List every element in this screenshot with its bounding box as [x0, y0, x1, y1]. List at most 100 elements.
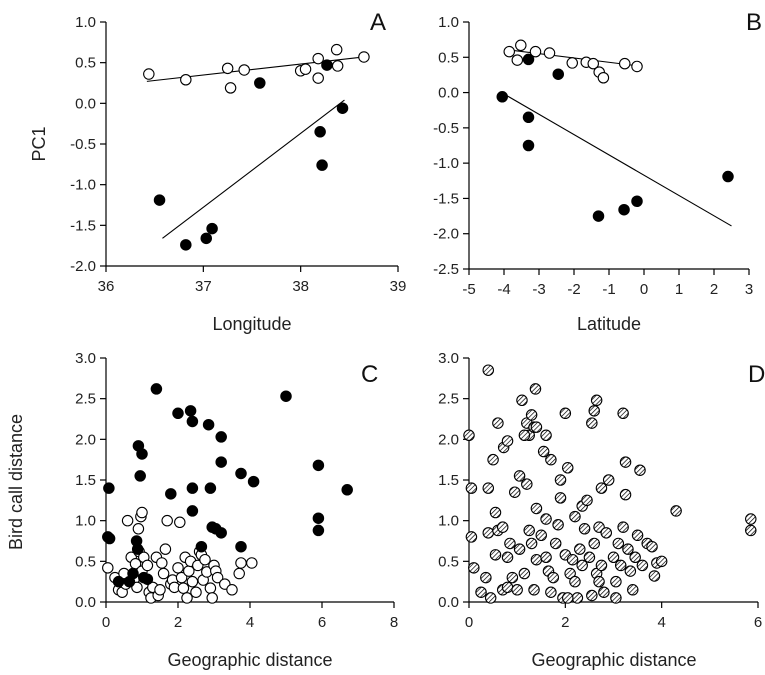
panel-d-point-hatched — [530, 553, 543, 566]
panel-c-y-tick-label: 0.5 — [75, 553, 96, 570]
panel-c-point-filled — [195, 540, 208, 553]
panel-d-point-hatched — [569, 510, 581, 523]
panel-c-x-axis-title: Geographic distance — [167, 650, 332, 670]
panel-c: C Bird call distance Geographic distance… — [6, 350, 398, 670]
panel-b-point-open — [529, 45, 542, 58]
panel-a-point-filled — [321, 59, 333, 71]
panel-d-point-hatched — [595, 482, 608, 494]
panel-c-point-filled — [112, 575, 125, 588]
panel-d-point-hatched — [646, 540, 658, 553]
panel-b-point-open — [511, 54, 524, 66]
panel-c-point-filled — [103, 482, 115, 494]
panel-c-point-filled — [341, 484, 353, 496]
panel-c-x-tick-label: 0 — [102, 614, 110, 631]
panel-d-point-hatched — [535, 529, 547, 542]
panel-d-point-hatched — [480, 571, 492, 584]
panel-d-point-hatched — [569, 575, 581, 588]
panel-b-x-tick-label: 2 — [710, 281, 718, 298]
panel-d-point-hatched — [559, 407, 572, 420]
panel-d-point-hatched — [509, 486, 521, 498]
panel-b-point-open — [543, 47, 556, 59]
panel-c-point-filled — [235, 467, 247, 480]
panel-b-point-open — [515, 39, 527, 52]
panel-c-point-open — [154, 584, 166, 596]
panel-d-point-hatched — [670, 505, 682, 517]
panel-d-point-hatched — [595, 559, 608, 572]
panel-b-y-tick-label: -1.0 — [433, 155, 459, 172]
panel-a-point-open — [331, 60, 344, 72]
panel-a-point-open — [224, 82, 237, 94]
panel-c-point-open — [190, 586, 202, 598]
panel-d-y-tick-label: 0.0 — [438, 594, 459, 611]
panel-d-point-hatched — [571, 592, 584, 604]
panel-d-point-hatched — [482, 482, 495, 494]
panel-c-point-open — [199, 553, 211, 566]
panel-d-point-hatched — [598, 586, 610, 598]
panel-d-point-hatched — [465, 482, 478, 494]
panel-d-y-tick-label: 0.5 — [438, 553, 459, 570]
panel-b-point-filled — [631, 195, 643, 208]
panel-d-point-hatched — [636, 559, 649, 572]
panel-c-point-open — [161, 514, 173, 527]
panel-d-point-hatched — [610, 575, 622, 588]
panel-b-y-tick-label: 0.5 — [438, 49, 459, 66]
panel-b-point-open — [618, 57, 631, 70]
panel-d-point-hatched — [523, 524, 535, 537]
panel-a-x-axis-title: Longitude — [212, 314, 291, 334]
panel-d-point-hatched — [593, 575, 605, 588]
panel-d-point-hatched — [496, 521, 509, 533]
panel-b-point-filled — [522, 53, 535, 66]
panel-d-x-tick-label: 0 — [465, 614, 473, 631]
panel-letter-b: B — [746, 9, 762, 36]
panel-a-point-filled — [206, 222, 218, 235]
panel-d-point-hatched — [518, 567, 531, 580]
panel-b: B Latitude -2.5 -2.0 -1.5 -1.0 -0.5 0.0 0.5 1.0… — [433, 9, 762, 334]
panel-c-x-tick-label: 2 — [174, 614, 182, 631]
panel-d-point-hatched — [549, 537, 562, 550]
panel-c-point-open — [246, 557, 258, 569]
panel-d-point-hatched — [634, 464, 646, 476]
panel-d-point-hatched — [619, 488, 632, 501]
panel-a-y-tick-label: 0.0 — [75, 95, 96, 112]
panel-c-point-filled — [235, 540, 247, 553]
panel-c-point-filled — [215, 527, 227, 539]
panel-c-point-filled — [202, 418, 215, 431]
panel-d-point-hatched — [745, 524, 757, 537]
panel-c-point-filled — [312, 459, 325, 472]
panel-c-point-filled — [186, 415, 199, 428]
panel-a-point-open — [299, 63, 312, 75]
panel-d: D Geographic distance 0.0 0.5 1.0 1.5 2.0 2.5… — [438, 350, 765, 670]
panel-c-point-filled — [184, 405, 197, 417]
panel-letter-a: A — [370, 9, 386, 36]
panel-c-point-filled — [186, 505, 199, 517]
panel-d-point-hatched — [614, 559, 627, 572]
panel-d-point-hatched — [530, 421, 543, 433]
panel-d-y-tick-label: 2.5 — [438, 391, 459, 408]
panel-b-y-tick-label: -0.5 — [433, 120, 459, 137]
panel-d-point-hatched — [516, 394, 528, 407]
panel-a-y-tick-label: 0.5 — [75, 55, 96, 72]
panel-d-point-hatched — [547, 571, 560, 584]
panel-b-x-tick-label: -4 — [497, 281, 510, 298]
panel-d-point-hatched — [468, 562, 480, 574]
panel-d-point-hatched — [554, 492, 567, 504]
panel-c-point-filled — [312, 512, 325, 524]
panel-d-x-tick-label: 6 — [754, 614, 762, 631]
panel-c-point-filled — [136, 448, 148, 460]
panel-b-y-tick-label: -1.5 — [433, 190, 459, 207]
panel-c-x-tick-label: 8 — [390, 614, 398, 631]
panel-c-point-filled — [131, 543, 144, 555]
panel-c-point-open — [157, 567, 170, 580]
panel-b-point-filled — [618, 203, 630, 216]
panel-b-x-tick-label: -3 — [532, 281, 545, 298]
panel-d-point-hatched — [492, 417, 504, 429]
panel-d-point-hatched — [561, 462, 574, 474]
panel-d-point-hatched — [590, 394, 603, 407]
panel-d-point-hatched — [655, 555, 668, 568]
panel-d-point-hatched — [588, 537, 600, 550]
panel-d-point-hatched — [588, 405, 600, 417]
panel-d-point-hatched — [545, 586, 557, 598]
panel-c-point-filled — [247, 475, 260, 488]
panel-c-point-open — [174, 516, 186, 529]
panel-d-point-hatched — [537, 445, 550, 458]
